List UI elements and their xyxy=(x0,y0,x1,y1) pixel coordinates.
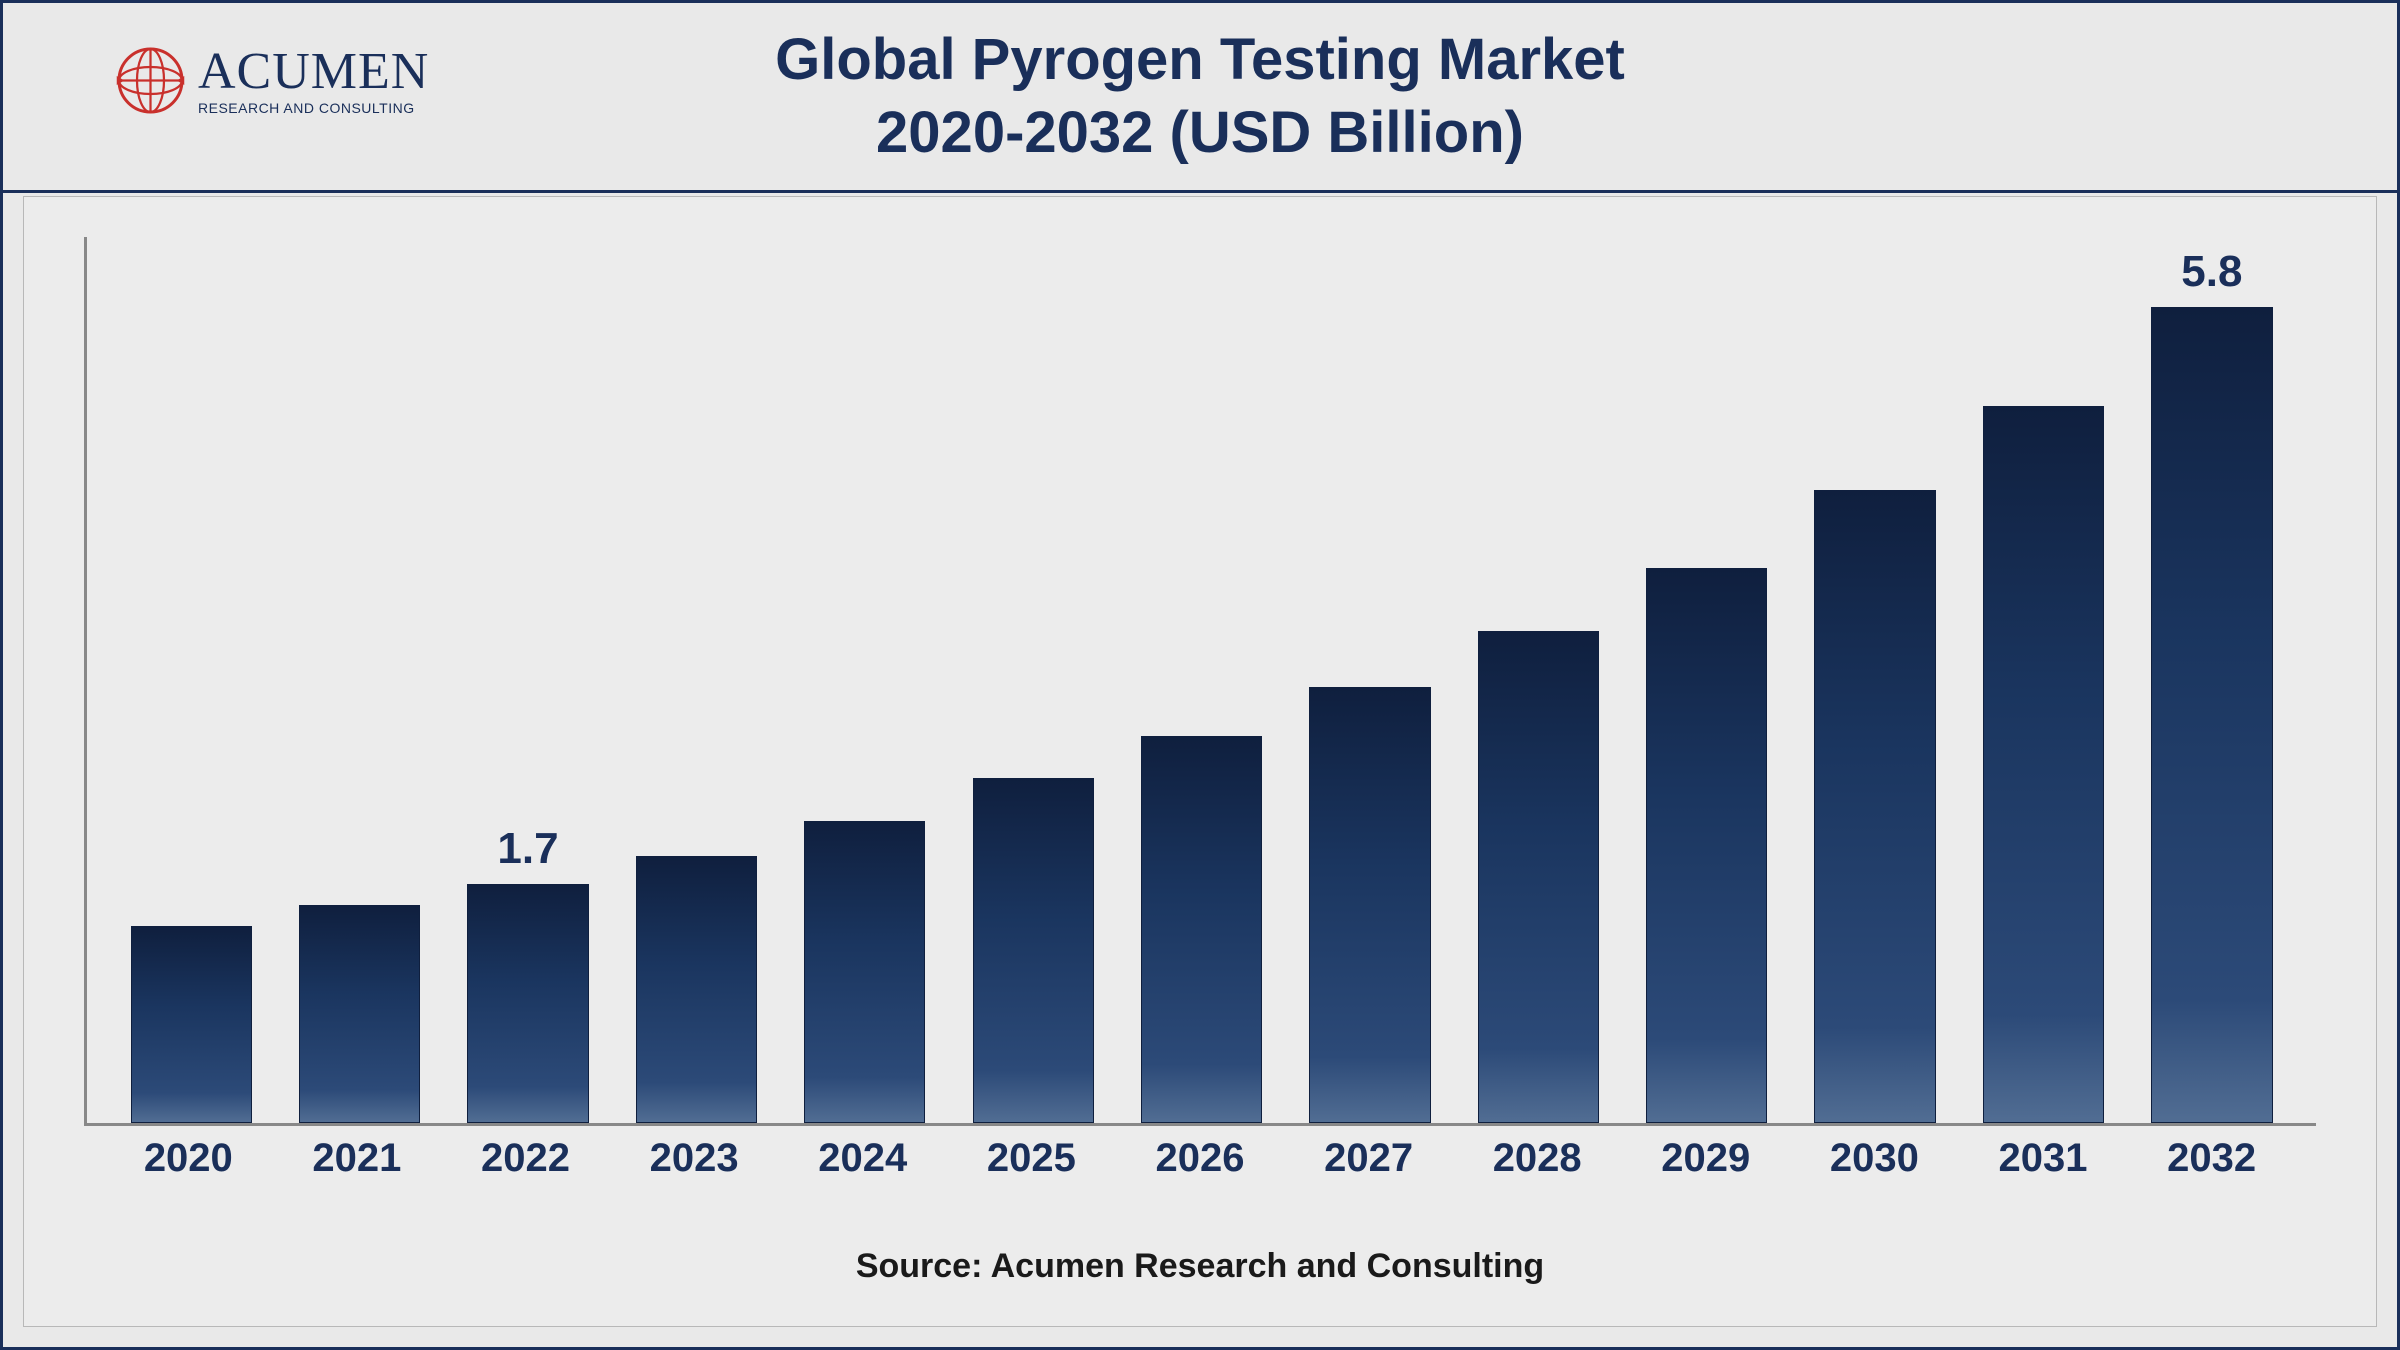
bar xyxy=(804,821,925,1123)
header: ACUMEN RESEARCH AND CONSULTING Global Py… xyxy=(3,3,2397,193)
bar-slot xyxy=(1286,237,1454,1123)
logo-text: ACUMEN RESEARCH AND CONSULTING xyxy=(198,46,429,116)
bar-slot xyxy=(949,237,1117,1123)
x-label: 2027 xyxy=(1284,1136,1453,1196)
source-text: Source: Acumen Research and Consulting xyxy=(24,1247,2376,1286)
x-axis-labels: 2020202120222023202420252026202720282029… xyxy=(84,1136,2316,1196)
bar xyxy=(636,856,757,1123)
bar xyxy=(299,905,420,1123)
bar-slot xyxy=(612,237,780,1123)
plot: 1.7 5.8 xyxy=(84,237,2316,1126)
x-label: 2023 xyxy=(610,1136,779,1196)
title-line1: Global Pyrogen Testing Market xyxy=(775,27,1625,92)
globe-icon xyxy=(113,43,188,118)
bar-slot xyxy=(1454,237,1622,1123)
logo-subtitle: RESEARCH AND CONSULTING xyxy=(198,100,429,116)
bar-slot xyxy=(275,237,443,1123)
logo-name: ACUMEN xyxy=(198,46,429,98)
bar xyxy=(467,884,588,1123)
x-label: 2031 xyxy=(1959,1136,2128,1196)
x-label: 2030 xyxy=(1790,1136,1959,1196)
x-label: 2022 xyxy=(441,1136,610,1196)
x-label: 2029 xyxy=(1621,1136,1790,1196)
x-label: 2025 xyxy=(947,1136,1116,1196)
bar-slot: 1.7 xyxy=(444,237,612,1123)
bar-slot xyxy=(1959,237,2127,1123)
x-label: 2024 xyxy=(778,1136,947,1196)
bar-slot xyxy=(1791,237,1959,1123)
chart-container: ACUMEN RESEARCH AND CONSULTING Global Py… xyxy=(0,0,2400,1350)
bar-slot: 5.8 xyxy=(2128,237,2296,1123)
x-label: 2032 xyxy=(2127,1136,2296,1196)
logo: ACUMEN RESEARCH AND CONSULTING xyxy=(113,43,429,118)
bar-slot xyxy=(1117,237,1285,1123)
bar-slot xyxy=(1623,237,1791,1123)
bar xyxy=(2151,307,2272,1123)
bar xyxy=(131,926,252,1123)
bar xyxy=(1478,631,1599,1123)
chart-area: 1.75.8 202020212022202320242025202620272… xyxy=(23,196,2377,1327)
x-label: 2021 xyxy=(273,1136,442,1196)
bar xyxy=(1814,490,1935,1123)
bar-value-label: 5.8 xyxy=(2128,247,2296,297)
bar xyxy=(1983,406,2104,1123)
bar xyxy=(1141,736,1262,1123)
bar xyxy=(1309,687,1430,1123)
bars: 1.7 5.8 xyxy=(87,237,2316,1123)
bar xyxy=(1646,568,1767,1124)
x-label: 2028 xyxy=(1453,1136,1622,1196)
bar-slot xyxy=(781,237,949,1123)
x-label: 2020 xyxy=(104,1136,273,1196)
bar-slot xyxy=(107,237,275,1123)
bar xyxy=(973,778,1094,1123)
bar-value-label: 1.7 xyxy=(444,824,612,874)
title-line2: 2020-2032 (USD Billion) xyxy=(876,100,1524,165)
x-label: 2026 xyxy=(1116,1136,1285,1196)
